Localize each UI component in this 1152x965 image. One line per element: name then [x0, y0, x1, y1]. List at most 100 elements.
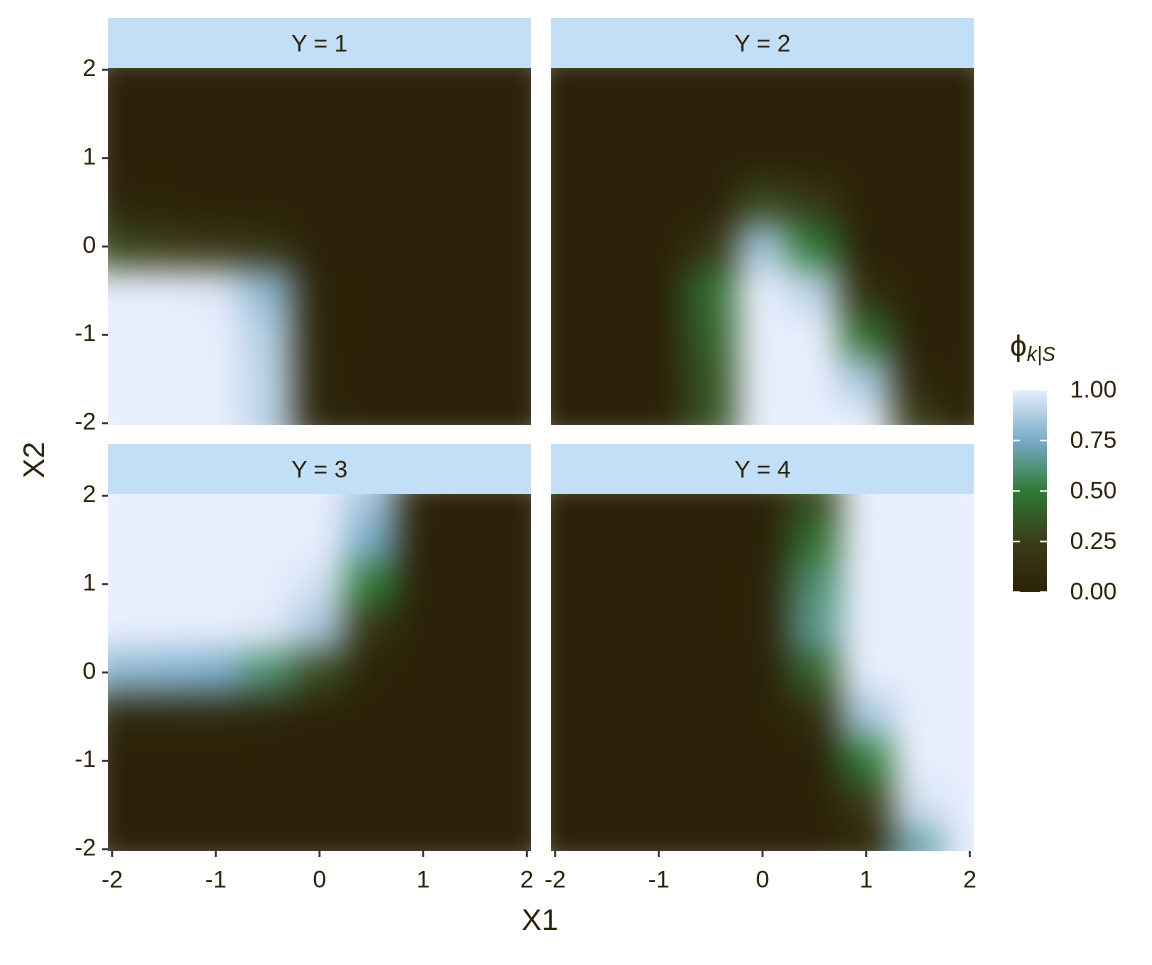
heat-cell [108, 180, 139, 225]
heat-cell [840, 268, 893, 314]
heat-cell [632, 224, 686, 270]
heat-cell [943, 650, 974, 696]
strip-label: Y = 2 [734, 30, 790, 57]
heat-cell [189, 738, 243, 784]
heat-cell [397, 694, 450, 740]
heat-cell [293, 312, 346, 358]
heat-cell [108, 356, 139, 402]
heat-cell [551, 562, 582, 607]
heat-cell [500, 356, 531, 402]
heat-cell [581, 312, 634, 358]
heat-cell [684, 650, 738, 696]
heat-cell [449, 224, 502, 270]
heat-cell [581, 268, 634, 314]
heat-cell [892, 738, 945, 784]
heat-cell [551, 224, 582, 270]
legend-tick-label: 0.00 [1070, 578, 1117, 605]
heat-cell [189, 91, 243, 137]
heat-cell [500, 562, 531, 607]
legend-title-symbol: ϕ [1010, 330, 1027, 363]
heat-cell [684, 694, 738, 740]
heat-cell [684, 782, 738, 828]
y-tick-label: -1 [75, 320, 96, 347]
heat-cell [293, 356, 346, 402]
heat-cell [840, 650, 893, 696]
heat-cell [684, 312, 738, 358]
heat-cell [736, 606, 789, 651]
heat-cell [581, 180, 634, 225]
heat-cell [189, 606, 243, 651]
heat-cell [840, 68, 893, 93]
panel [108, 68, 531, 425]
heat-cell [684, 494, 738, 519]
heat-cell [345, 312, 398, 358]
heat-cell [632, 562, 686, 607]
heat-cell [108, 517, 139, 563]
heat-cell [736, 136, 789, 181]
heat-cell [632, 180, 686, 225]
heat-cell [840, 738, 893, 784]
heat-cell [551, 91, 582, 137]
legend-tick-label: 0.75 [1070, 427, 1117, 454]
heat-cell [684, 68, 738, 93]
heat-cell [632, 68, 686, 93]
heat-cell [840, 694, 893, 740]
heat-cell [449, 562, 502, 607]
heat-cell [684, 401, 738, 425]
heat-cell [449, 650, 502, 696]
heat-cell [189, 827, 243, 851]
heat-cell [189, 562, 243, 607]
heat-cell [632, 650, 686, 696]
heat-cell [500, 517, 531, 563]
heat-cell [241, 517, 295, 563]
heat-cell [449, 738, 502, 784]
heat-cell [293, 650, 346, 696]
legend-tick-label: 0.25 [1070, 528, 1117, 555]
heat-cell [108, 694, 139, 740]
heat-cell [840, 356, 893, 402]
heat-cell [551, 136, 582, 181]
heat-cell [581, 738, 634, 784]
heat-cell [293, 68, 346, 93]
heat-cell [500, 268, 531, 314]
heat-cell [138, 694, 191, 740]
heat-cell [684, 606, 738, 651]
heat-cell [892, 650, 945, 696]
heat-cell [632, 356, 686, 402]
heat-cell [551, 356, 582, 402]
heat-cell [189, 312, 243, 358]
heatmap [108, 494, 531, 851]
heat-cell [892, 694, 945, 740]
heat-cell [293, 91, 346, 137]
heat-cell [551, 494, 582, 519]
heat-cell [345, 268, 398, 314]
heat-cell [345, 738, 398, 784]
heat-cell [108, 650, 139, 696]
heat-cell [397, 606, 450, 651]
heat-cell [449, 312, 502, 358]
heat-cell [551, 694, 582, 740]
heat-cell [684, 180, 738, 225]
heat-cell [293, 827, 346, 851]
heat-cell [138, 136, 191, 181]
heat-cell [551, 738, 582, 784]
heat-cell [500, 738, 531, 784]
heat-cell [397, 312, 450, 358]
heat-cell [345, 562, 398, 607]
heat-cell [736, 312, 789, 358]
heat-cell [788, 224, 841, 270]
y-tick-label: 2 [83, 55, 96, 82]
heat-cell [892, 401, 945, 425]
legend-tick-label: 0.50 [1070, 477, 1117, 504]
heat-cell [581, 68, 634, 93]
heat-cell [397, 224, 450, 270]
heat-cell [397, 68, 450, 93]
heat-cell [189, 356, 243, 402]
strip [108, 444, 531, 494]
heat-cell [943, 494, 974, 519]
heat-cell [138, 738, 191, 784]
heat-cell [241, 136, 295, 181]
heat-cell [189, 268, 243, 314]
heat-cell [632, 782, 686, 828]
heat-cell [788, 136, 841, 181]
